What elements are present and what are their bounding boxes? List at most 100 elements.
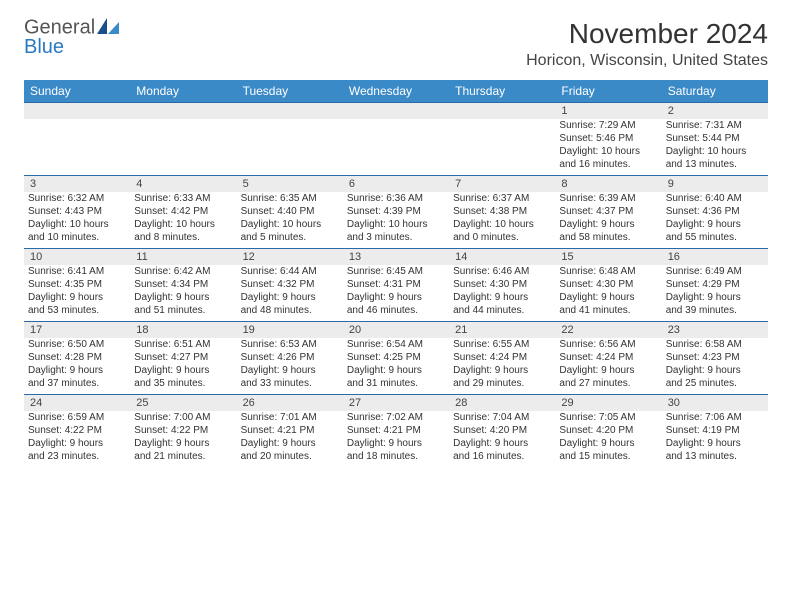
day-number: 1 (555, 103, 661, 120)
sunset-text: Sunset: 4:19 PM (666, 424, 764, 437)
day-number: 14 (449, 249, 555, 266)
day-cell: Sunrise: 7:00 AMSunset: 4:22 PMDaylight:… (130, 411, 236, 467)
sunrise-text: Sunrise: 7:02 AM (347, 411, 445, 424)
calendar-row: Sunrise: 6:59 AM Sunset: 4:22 PM Daylight:… (24, 411, 768, 467)
sail-icon (97, 18, 119, 38)
day-cell: Sunrise: 7:06 AMSunset: 4:19 PMDaylight:… (662, 411, 768, 467)
sunset-text: Sunset: 4:43 PM (28, 205, 126, 218)
day-cell: Sunrise: 7:29 AMSunset: 5:46 PMDaylight:… (555, 119, 661, 176)
daylight-text: and 48 minutes. (241, 304, 339, 317)
daylight-text: Daylight: 9 hours (559, 437, 657, 450)
sunset-text: Sunset: 4:32 PM (241, 278, 339, 291)
day-number: 24 (24, 395, 130, 412)
location: Horicon, Wisconsin, United States (526, 52, 768, 70)
day-cell: Sunrise: 6:55 AMSunset: 4:24 PMDaylight:… (449, 338, 555, 395)
sunset-text: Sunset: 4:20 PM (453, 424, 551, 437)
day-number: 30 (662, 395, 768, 412)
sunrise-text: Sunrise: 6:56 AM (559, 338, 657, 351)
day-number: 7 (449, 176, 555, 193)
sunset-text: Sunset: 4:29 PM (666, 278, 764, 291)
sunset-text: Sunset: 4:21 PM (241, 424, 339, 437)
daylight-text: Daylight: 9 hours (28, 291, 126, 304)
day-number: 25 (130, 395, 236, 412)
day-number: 8 (555, 176, 661, 193)
daylight-text: and 5 minutes. (241, 231, 339, 244)
daylight-text: Daylight: 9 hours (666, 291, 764, 304)
weekday-header: Monday (130, 80, 236, 103)
sunset-text: Sunset: 5:46 PM (559, 132, 657, 145)
day-number: 6 (343, 176, 449, 193)
sunrise-text: Sunrise: 6:33 AM (134, 192, 232, 205)
day-number: 13 (343, 249, 449, 266)
daylight-text: Daylight: 9 hours (666, 437, 764, 450)
calendar-table: Sunday Monday Tuesday Wednesday Thursday… (24, 80, 768, 467)
daynum-row: 3456789 (24, 176, 768, 193)
day-number: 20 (343, 322, 449, 339)
daylight-text: Daylight: 9 hours (28, 437, 126, 450)
sunrise-text: Sunrise: 7:31 AM (666, 119, 764, 132)
day-number: 23 (662, 322, 768, 339)
sunrise-text: Sunrise: 6:39 AM (559, 192, 657, 205)
brand-blue: Blue (24, 36, 64, 58)
daylight-text: Daylight: 10 hours (453, 218, 551, 231)
sunset-text: Sunset: 4:36 PM (666, 205, 764, 218)
daylight-text: Daylight: 9 hours (134, 364, 232, 377)
daylight-text: Daylight: 9 hours (453, 437, 551, 450)
sunrise-text: Sunrise: 6:36 AM (347, 192, 445, 205)
daylight-text: Daylight: 9 hours (347, 437, 445, 450)
daylight-text: and 21 minutes. (134, 450, 232, 463)
day-number: 21 (449, 322, 555, 339)
sunrise-text: Sunrise: 6:53 AM (241, 338, 339, 351)
day-cell: Sunrise: 6:46 AMSunset: 4:30 PMDaylight:… (449, 265, 555, 322)
daylight-text: and 44 minutes. (453, 304, 551, 317)
day-cell: Sunrise: 7:05 AMSunset: 4:20 PMDaylight:… (555, 411, 661, 467)
day-number: 10 (24, 249, 130, 266)
day-cell: Sunrise: 6:50 AMSunset: 4:28 PMDaylight:… (24, 338, 130, 395)
day-number (449, 103, 555, 120)
day-number: 3 (24, 176, 130, 193)
daylight-text: and 35 minutes. (134, 377, 232, 390)
daylight-text: Daylight: 9 hours (241, 437, 339, 450)
brand-logo: General Blue (24, 18, 119, 57)
sunset-text: Sunset: 4:22 PM (134, 424, 232, 437)
daylight-text: Daylight: 9 hours (666, 364, 764, 377)
title-block: November 2024 Horicon, Wisconsin, United… (526, 18, 768, 74)
day-number: 12 (237, 249, 343, 266)
brand-text: General Blue (24, 18, 119, 57)
day-number: 15 (555, 249, 661, 266)
day-cell: Sunrise: 6:33 AMSunset: 4:42 PMDaylight:… (130, 192, 236, 249)
sunrise-text: Sunrise: 6:35 AM (241, 192, 339, 205)
sunrise-text: Sunrise: 7:04 AM (453, 411, 551, 424)
day-cell: Sunrise: 7:01 AMSunset: 4:21 PMDaylight:… (237, 411, 343, 467)
daylight-text: and 58 minutes. (559, 231, 657, 244)
sunset-text: Sunset: 4:24 PM (559, 351, 657, 364)
daylight-text: and 31 minutes. (347, 377, 445, 390)
sunrise-text: Sunrise: 6:59 AM (28, 411, 126, 424)
day-cell (130, 119, 236, 176)
sunrise-text: Sunrise: 6:50 AM (28, 338, 126, 351)
calendar-row: Sunrise: 6:32 AMSunset: 4:43 PMDaylight:… (24, 192, 768, 249)
sunrise-text: Sunrise: 6:54 AM (347, 338, 445, 351)
weekday-header: Friday (555, 80, 661, 103)
sunrise-text: Sunrise: 6:37 AM (453, 192, 551, 205)
daynum-row: 12 (24, 103, 768, 120)
sunset-text: Sunset: 4:20 PM (559, 424, 657, 437)
day-cell: Sunrise: 7:02 AMSunset: 4:21 PMDaylight:… (343, 411, 449, 467)
brand-general: General (24, 16, 95, 38)
sunset-text: Sunset: 4:35 PM (28, 278, 126, 291)
sunrise-text: Sunrise: 7:00 AM (134, 411, 232, 424)
daylight-text: Daylight: 10 hours (347, 218, 445, 231)
daylight-text: and 51 minutes. (134, 304, 232, 317)
sunrise-text: Sunrise: 6:51 AM (134, 338, 232, 351)
day-cell: Sunrise: 6:36 AMSunset: 4:39 PMDaylight:… (343, 192, 449, 249)
sunrise-text: Sunrise: 6:40 AM (666, 192, 764, 205)
day-cell (24, 119, 130, 176)
daylight-text: and 39 minutes. (666, 304, 764, 317)
day-number (343, 103, 449, 120)
sunset-text: Sunset: 4:21 PM (347, 424, 445, 437)
day-number: 26 (237, 395, 343, 412)
daylight-text: Daylight: 10 hours (134, 218, 232, 231)
daylight-text: Daylight: 9 hours (559, 364, 657, 377)
day-cell: Sunrise: 6:40 AMSunset: 4:36 PMDaylight:… (662, 192, 768, 249)
day-cell: Sunrise: 6:41 AMSunset: 4:35 PMDaylight:… (24, 265, 130, 322)
